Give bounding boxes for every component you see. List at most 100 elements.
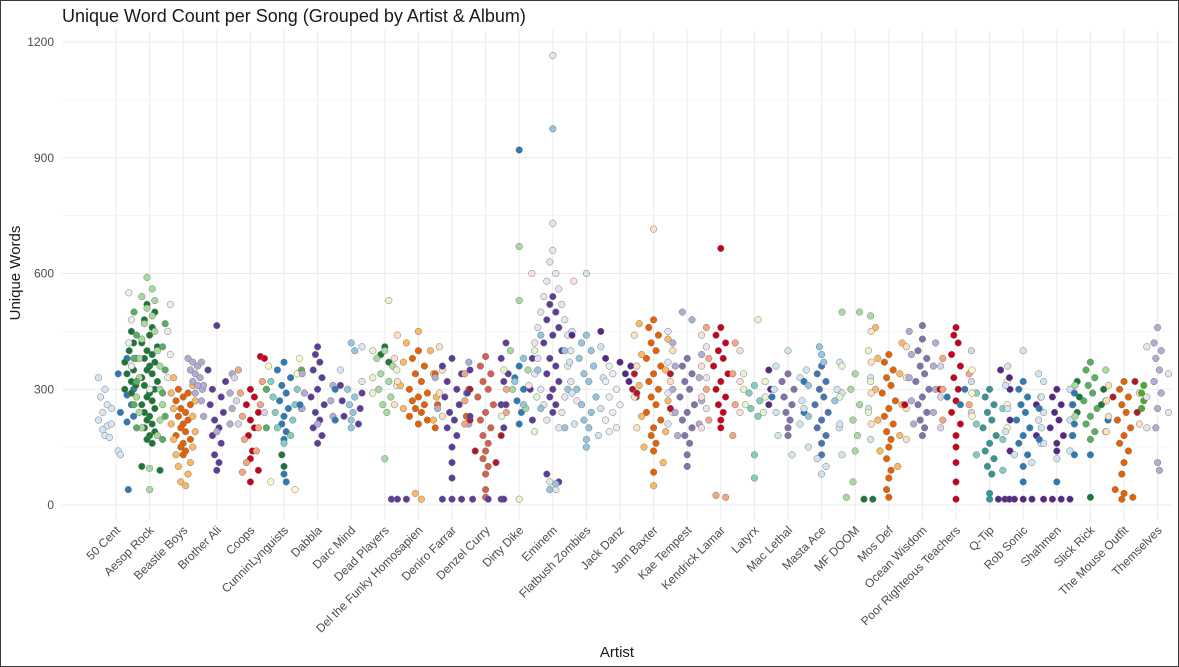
data-point: [284, 404, 292, 413]
data-point: [566, 358, 574, 366]
data-point: [1048, 495, 1056, 503]
data-point: [914, 347, 922, 355]
data-point: [318, 432, 326, 440]
data-point: [594, 432, 602, 440]
data-point: [925, 385, 933, 393]
data-point: [745, 389, 753, 397]
data-point: [153, 347, 161, 355]
data-point: [582, 443, 590, 451]
data-point: [1070, 420, 1078, 428]
data-point: [260, 354, 268, 362]
data-point: [1118, 470, 1126, 478]
data-point: [479, 432, 487, 440]
data-point: [206, 401, 214, 409]
data-point: [788, 451, 796, 459]
data-point: [487, 370, 495, 378]
data-point: [616, 358, 624, 366]
data-point: [650, 316, 658, 324]
data-point: [543, 470, 551, 478]
data-point: [736, 347, 744, 355]
data-point: [761, 393, 769, 401]
data-point: [280, 439, 288, 447]
data-point: [635, 320, 643, 328]
data-point: [992, 432, 1000, 440]
data-point: [878, 389, 886, 397]
data-point: [784, 432, 792, 440]
data-point: [838, 362, 846, 370]
data-point: [798, 397, 806, 405]
data-point: [1084, 381, 1092, 389]
data-point: [883, 486, 891, 494]
data-point: [1037, 424, 1045, 432]
data-point: [246, 385, 254, 393]
data-point: [965, 401, 973, 409]
data-point: [182, 428, 190, 436]
data-point: [822, 462, 830, 470]
data-point: [968, 366, 976, 374]
data-point: [94, 374, 102, 382]
data-point: [885, 474, 893, 482]
data-point: [387, 393, 395, 401]
data-point: [880, 412, 888, 420]
data-point: [1152, 424, 1160, 432]
data-point: [215, 459, 223, 467]
data-point: [434, 404, 442, 413]
data-point: [393, 377, 401, 386]
data-point: [217, 439, 225, 447]
data-point: [702, 343, 710, 351]
data-point: [1131, 377, 1139, 386]
data-point: [314, 385, 322, 393]
data-point: [1157, 347, 1165, 355]
data-point: [597, 343, 605, 351]
data-point: [280, 462, 288, 470]
data-point: [159, 435, 167, 443]
data-point: [747, 404, 755, 413]
data-point: [630, 370, 638, 378]
data-point: [515, 420, 523, 428]
data-point: [597, 327, 605, 335]
data-point: [1154, 323, 1162, 332]
data-point: [1051, 408, 1059, 416]
data-point: [883, 428, 891, 436]
data-point: [729, 432, 737, 440]
data-point: [983, 408, 991, 416]
data-point: [1152, 354, 1160, 362]
data-point: [138, 335, 146, 343]
data-point: [465, 358, 473, 366]
data-point: [347, 416, 355, 424]
data-point: [174, 412, 182, 420]
data-point: [939, 416, 947, 424]
data-point: [652, 439, 660, 447]
data-point: [645, 377, 653, 386]
data-point: [177, 404, 185, 413]
data-point: [647, 393, 655, 401]
data-points: [94, 51, 1172, 503]
x-axis-label: Artist: [600, 644, 635, 661]
data-point: [1021, 408, 1029, 416]
data-point: [153, 432, 161, 440]
data-point: [983, 462, 991, 470]
data-point: [683, 408, 691, 416]
data-point: [907, 397, 915, 405]
data-point: [602, 354, 610, 362]
data-point: [642, 408, 650, 416]
data-point: [426, 347, 434, 355]
data-point: [602, 416, 610, 424]
data-point: [952, 397, 960, 405]
data-point: [500, 424, 508, 432]
data-point: [1004, 404, 1012, 413]
data-point: [336, 366, 344, 374]
data-point: [582, 435, 590, 443]
data-point: [770, 385, 778, 393]
data-point: [664, 420, 672, 428]
data-point: [184, 470, 192, 478]
data-point: [146, 385, 154, 393]
data-point: [731, 339, 739, 347]
data-point: [271, 408, 279, 416]
data-point: [443, 377, 451, 386]
data-point: [948, 350, 956, 359]
data-point: [143, 347, 151, 355]
data-point: [351, 347, 359, 355]
data-point: [121, 385, 129, 393]
data-point: [999, 435, 1007, 443]
